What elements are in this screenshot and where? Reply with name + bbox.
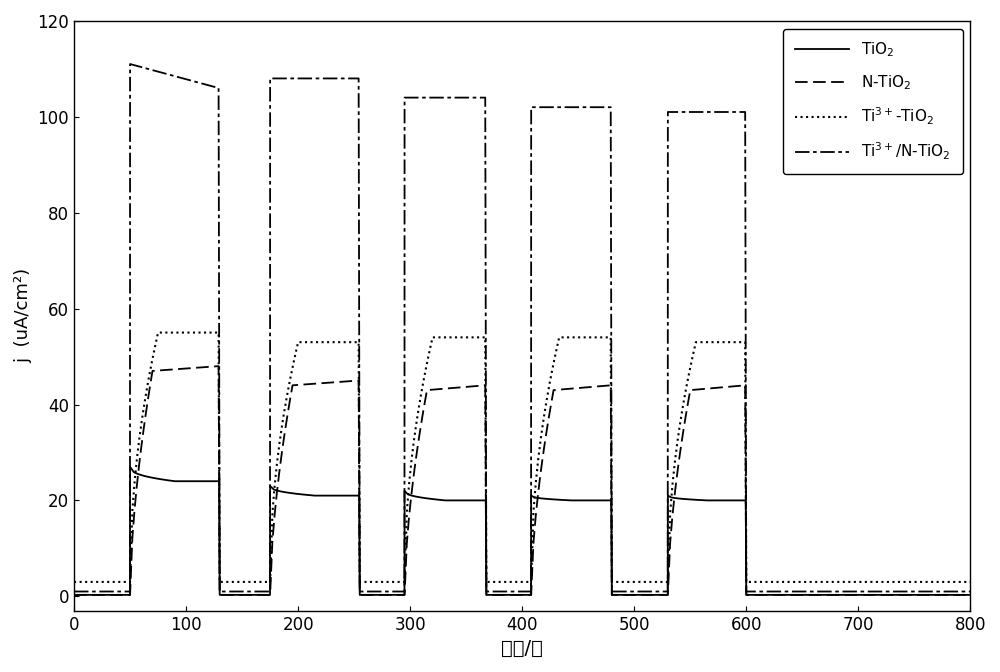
Ti$^{3+}$/N-TiO$_2$ (605, 103, 617, 112)
Ti$^{3+}$/N-TiO$_2$ (606, 587, 618, 595)
Ti$^{3+}$/N-TiO$_2$ (68, 587, 80, 595)
Ti$^{3+}$-TiO$_2$ (669, 458, 681, 466)
Ti$^{3+}$/N-TiO$_2$ (479, 93, 491, 101)
N-TiO$_2$ (68, 591, 80, 599)
Ti$^{3+}$-TiO$_2$ (68, 578, 80, 586)
Ti$^{3+}$/N-TiO$_2$ (739, 108, 751, 116)
Y-axis label: j  (uA/cm²): j (uA/cm²) (14, 268, 32, 364)
Ti$^{3+}$/N-TiO$_2$ (740, 587, 752, 595)
Ti$^{3+}$/N-TiO$_2$ (398, 587, 410, 595)
Ti$^{3+}$-TiO$_2$ (140, 388, 152, 396)
Ti$^{3+}$/N-TiO$_2$ (525, 103, 537, 112)
TiO$_2$ (135, 471, 147, 479)
Ti$^{3+}$/N-TiO$_2$ (399, 93, 411, 101)
Ti$^{3+}$/N-TiO$_2$ (525, 587, 537, 595)
Ti$^{3+}$/N-TiO$_2$ (214, 587, 226, 595)
Ti$^{3+}$-TiO$_2$ (124, 578, 136, 586)
N-TiO$_2$ (213, 362, 225, 370)
Ti$^{3+}$/N-TiO$_2$ (124, 587, 136, 595)
TiO$_2$ (419, 494, 431, 502)
TiO$_2$ (68, 591, 80, 599)
Ti$^{3+}$-TiO$_2$ (152, 329, 164, 337)
Line: TiO$_2$: TiO$_2$ (74, 467, 970, 595)
TiO$_2$ (128, 468, 140, 476)
Ti$^{3+}$-TiO$_2$ (413, 405, 425, 413)
Ti$^{3+}$-TiO$_2$ (129, 476, 141, 484)
Ti$^{3+}$/N-TiO$_2$ (264, 587, 276, 595)
TiO$_2$ (124, 463, 136, 471)
Line: N-TiO$_2$: N-TiO$_2$ (74, 366, 970, 595)
Line: Ti$^{3+}$/N-TiO$_2$: Ti$^{3+}$/N-TiO$_2$ (74, 64, 970, 591)
Ti$^{3+}$/N-TiO$_2$ (964, 587, 976, 595)
N-TiO$_2$ (135, 443, 147, 451)
Ti$^{3+}$/N-TiO$_2$ (662, 587, 674, 595)
Legend: TiO$_2$, N-TiO$_2$, Ti$^{3+}$-TiO$_2$, Ti$^{3+}$/N-TiO$_2$: TiO$_2$, N-TiO$_2$, Ti$^{3+}$-TiO$_2$, T… (783, 28, 963, 175)
TiO$_2$ (672, 495, 684, 503)
Ti$^{3+}$/N-TiO$_2$ (124, 60, 136, 68)
X-axis label: 时间/秒: 时间/秒 (501, 639, 543, 658)
Ti$^{3+}$/N-TiO$_2$ (354, 587, 366, 595)
N-TiO$_2$ (964, 591, 976, 599)
Ti$^{3+}$/N-TiO$_2$ (662, 587, 674, 595)
TiO$_2$ (964, 591, 976, 599)
N-TiO$_2$ (534, 472, 546, 480)
Ti$^{3+}$/N-TiO$_2$ (398, 587, 410, 595)
Ti$^{3+}$/N-TiO$_2$ (662, 108, 674, 116)
Ti$^{3+}$/N-TiO$_2$ (213, 84, 225, 92)
Ti$^{3+}$-TiO$_2$ (964, 578, 976, 586)
Ti$^{3+}$/N-TiO$_2$ (525, 587, 537, 595)
Ti$^{3+}$/N-TiO$_2$ (353, 75, 365, 83)
Ti$^{3+}$-TiO$_2$ (605, 333, 617, 341)
Ti$^{3+}$/N-TiO$_2$ (264, 75, 276, 83)
Ti$^{3+}$/N-TiO$_2$ (480, 587, 492, 595)
N-TiO$_2$ (530, 513, 542, 521)
Ti$^{3+}$/N-TiO$_2$ (264, 587, 276, 595)
Line: Ti$^{3+}$-TiO$_2$: Ti$^{3+}$-TiO$_2$ (74, 333, 970, 582)
N-TiO$_2$ (416, 412, 428, 420)
TiO$_2$ (154, 475, 166, 483)
N-TiO$_2$ (662, 591, 674, 599)
N-TiO$_2$ (287, 381, 299, 389)
TiO$_2$ (605, 497, 617, 505)
